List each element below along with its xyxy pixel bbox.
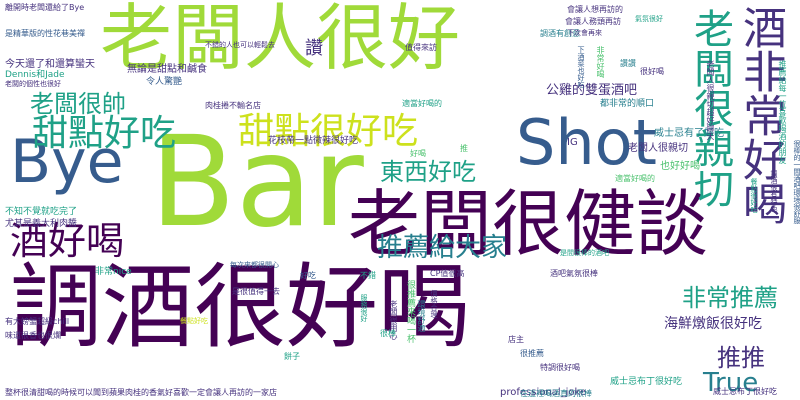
word-w29: Dennis和Jade xyxy=(5,70,65,80)
word-w75: 很推薦 xyxy=(520,349,544,358)
word-w60: 氣氛很好 xyxy=(635,15,663,23)
word-w66: 非常好喝 xyxy=(596,46,605,78)
word-w37: 尤其是義大利肉醬 xyxy=(5,219,78,229)
word-w78: 讚讚 xyxy=(620,59,636,68)
word-w18: 海鮮燉飯很好吃 xyxy=(664,316,762,332)
word-w21: 老闆人很親切 xyxy=(628,143,688,154)
word-w42: professional_joke xyxy=(500,387,587,398)
word-w45: 會讓人想再訪的 xyxy=(567,5,623,14)
word-w5: Shot xyxy=(516,106,657,179)
word-w56: 餐點好吃 xyxy=(180,317,208,325)
word-w64: 服務很好 xyxy=(360,294,368,322)
word-w72: 威士忌布丁很好吃 xyxy=(610,377,683,387)
word-w28: 令人驚艷 xyxy=(146,77,183,87)
word-w70: 酒吧氣氛很棒 xyxy=(550,269,598,278)
word-w31: 離開時老闆還給了Bye xyxy=(5,3,85,12)
word-w38: 非常nice xyxy=(95,267,132,277)
word-w40: 味道很香也很爛 xyxy=(5,331,61,340)
word-w79: 很好喝 xyxy=(640,67,664,76)
word-w48: 老闆人很親切超好聊天 xyxy=(706,60,715,140)
word-w73: 特調很好喝 xyxy=(540,363,580,372)
word-w35: 適當好喝的 xyxy=(402,99,442,108)
word-w10: 甜點好吃 xyxy=(32,113,177,154)
word-w20: 公雞的雙蛋酒吧 xyxy=(546,83,638,98)
word-w77: 推 xyxy=(460,144,468,153)
word-w57: 是間很棒的酒吧 xyxy=(560,249,609,257)
word-w26: 今天還了和還算蠻天 xyxy=(5,59,95,70)
word-w11: 甜點很好吃 xyxy=(238,111,419,152)
word-w8: 老闆很親切 xyxy=(687,8,733,208)
word-w55: 每次來都很開心 xyxy=(230,261,279,269)
word-w33: 花枝帶一點微辣很好吃 xyxy=(268,136,359,146)
word-w17: True xyxy=(703,368,759,398)
word-w6: Bye xyxy=(10,127,124,197)
word-w13: 推薦給大家 xyxy=(377,233,508,263)
word-w24: 威士忌有了好吃 xyxy=(654,128,724,139)
word-w30: 老闆的個性也很好 xyxy=(5,80,61,88)
word-w51: 會讓人務頭再訪 xyxy=(565,17,621,26)
word-w39: 有大螃蟹超級chill xyxy=(5,317,70,326)
word-w46: 餅子 xyxy=(284,352,300,361)
word-w80: 不錯 xyxy=(360,271,376,280)
word-w44: 店主 xyxy=(508,335,524,344)
word-w15: 非常推薦 xyxy=(682,284,778,312)
word-w52: 值得來訪 xyxy=(405,43,437,52)
word-w12: 老闆很帥 xyxy=(30,90,126,118)
word-w62: 老闆很用心 xyxy=(389,300,398,340)
word-w4: 老闆很健談 xyxy=(348,182,709,266)
word-w74: 在這裡喝酒真的很棒 xyxy=(520,389,592,398)
word-w53: 不錯的人也可以輕鬆去 xyxy=(205,41,275,49)
word-w50: 很棒的一間酒吧環境很舒服 xyxy=(793,140,800,224)
word-w7: 酒非常好喝 xyxy=(735,5,786,225)
word-w81: 好吃 xyxy=(300,271,316,280)
word-w47: 是很值得一去 xyxy=(232,287,280,296)
word-w19: 讚 xyxy=(305,38,323,59)
word-w41: 整杯很清甜喝的時候可以聞到蘋果肉桂的香氣好喜歡一定會讓人再訪的一家店 xyxy=(5,388,277,397)
word-w49: 推薦給每一位喜歡喝酒的朋友 xyxy=(778,60,787,164)
word-w34: 肉桂捲不輸名店 xyxy=(205,101,261,110)
word-w22: IG xyxy=(567,137,578,148)
word-w63: 環境舒適 xyxy=(417,300,426,332)
word-w27: 無論是甜點和鹹食 xyxy=(127,64,207,75)
word-w71: CP值很高 xyxy=(430,269,465,278)
word-w54: 適當好喝的 xyxy=(615,174,655,183)
word-w9: 酒好喝 xyxy=(10,219,125,263)
word-w67: 下酒菜也好吃 xyxy=(577,46,585,88)
word-w2: Bar xyxy=(150,110,364,255)
word-w25: 都非常的順口 xyxy=(600,99,655,109)
word-w1: 老闆人很好 xyxy=(100,0,461,80)
word-w32: 是精華版的性花巷美禪 xyxy=(5,29,85,38)
word-w69: 餐點很好吃 xyxy=(750,178,758,213)
word-w61: 很推薦來喝一杯 xyxy=(405,280,415,343)
word-w23: 也好好喝 xyxy=(660,161,700,172)
word-w65: 價格合理 xyxy=(430,290,438,318)
word-w59: 下次會再來 xyxy=(567,29,602,37)
word-w82: 很棒 xyxy=(380,329,396,338)
word-w14: 東西好吃 xyxy=(380,158,476,186)
word-w16: 推推 xyxy=(717,344,765,372)
word-w3: 調酒很好喝 xyxy=(10,254,471,361)
word-w68: 調酒很有特色 xyxy=(770,170,778,212)
word-w58: 調酒有創意 xyxy=(540,29,580,38)
word-w43: 威士忌布丁很好吃 xyxy=(713,387,777,396)
word-w36: 不知不覺就吃完了 xyxy=(5,207,78,217)
word-w76: 好喝 xyxy=(410,149,426,158)
